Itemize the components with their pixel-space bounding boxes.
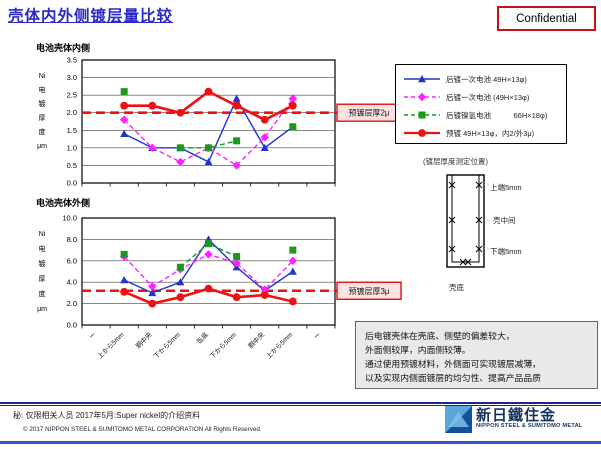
svg-text:下から5mm: 下から5mm: [152, 331, 182, 361]
conclusion-note: 后电镀壳体在壳底、侧壁的偏差较大， 外面侧较厚，内面侧较薄。通过使用预镀材料，外侧…: [355, 321, 598, 389]
measurement-x-markers: [448, 181, 483, 266]
svg-text:6.0: 6.0: [67, 256, 77, 265]
classification-text: 秘: 仅限相关人员 2017年5月:Super nickel的介绍资料: [13, 411, 201, 420]
footer-rule-top: [0, 402, 601, 404]
measurement-label-middle: 壳中间: [493, 216, 516, 225]
can-inner-wall: [451, 175, 480, 263]
svg-text:10.0: 10.0: [62, 214, 77, 223]
svg-text:3.0: 3.0: [67, 73, 77, 82]
svg-text:镀: 镀: [39, 99, 46, 108]
svg-text:2.0: 2.0: [67, 299, 77, 308]
legend-item: 预镀 49H×13φ，内2/外3μ): [403, 124, 566, 142]
inner-chart-title: 电池壳体内侧: [36, 43, 91, 53]
svg-text:μm: μm: [37, 306, 47, 313]
svg-text:缶底: 缶底: [194, 330, 210, 346]
svg-text:预镀层厚3μ: 预镀层厚3μ: [348, 286, 389, 296]
note-line: 外面侧较厚，内面侧较薄。: [365, 345, 471, 356]
svg-text:电: 电: [39, 85, 46, 94]
svg-text:1.5: 1.5: [67, 126, 77, 135]
svg-text:电: 电: [39, 244, 46, 253]
company-logo-subtitle: NIPPON STEEL & SUMITOMO METAL: [476, 423, 583, 429]
confidential-badge: Confidential: [497, 6, 596, 31]
label-leader-lines: [483, 184, 491, 250]
measurement-caption: (镀层厚度测定位置): [423, 157, 488, 166]
diamond-series-marker-icon: [404, 92, 440, 102]
company-logo-icon: [445, 406, 472, 433]
legend-item: 后镀镍氢电池 66H×18φ): [403, 106, 566, 124]
svg-text:上から5mm: 上から5mm: [264, 330, 294, 360]
triangle-series-marker-icon: [404, 75, 440, 83]
confidential-label: Confidential: [516, 12, 577, 25]
legend-item-label: 后镀镍氢电池 66H×18φ): [446, 110, 548, 120]
svg-text:厚: 厚: [39, 114, 46, 122]
note-line: 后电镀壳体在壳底、侧壁的偏差较大，: [365, 331, 515, 341]
outer-side-line-chart: 0.02.04.06.08.010.0ー 上から5mm 胴中央 下から5mm 缶底 下から…: [37, 214, 402, 361]
measurement-label-bottom: 下端5mm: [490, 247, 522, 256]
legend-item: 后镀一次电池 (49H×13φ): [403, 88, 566, 106]
svg-text:镀: 镀: [39, 259, 46, 268]
svg-text:上から5mm: 上から5mm: [95, 330, 125, 360]
can-cross-section-diagram: [446, 174, 491, 268]
copyright-text: © 2017 NIPPON STEEL & SUMITOMO METAL COR…: [23, 426, 262, 433]
svg-text:0.0: 0.0: [67, 179, 77, 188]
svg-text:8.0: 8.0: [67, 235, 77, 244]
svg-text:预镀层厚2μ: 预镀层厚2μ: [348, 108, 389, 118]
svg-text:4.0: 4.0: [67, 278, 77, 287]
measurement-label-top: 上端5mm: [490, 183, 522, 192]
svg-text:胴中央: 胴中央: [134, 330, 155, 351]
svg-text:ー: ー: [88, 331, 98, 341]
legend-item-label: 后镀一次电池 (49H×13φ): [446, 92, 530, 102]
svg-text:1.0: 1.0: [67, 143, 77, 152]
svg-text:0.5: 0.5: [67, 161, 77, 170]
note-line: 通过使用预镀材料，外侧面可实现镀层减薄，: [365, 359, 541, 370]
svg-text:胴中央: 胴中央: [246, 330, 267, 351]
svg-text:ー: ー: [313, 331, 323, 341]
svg-text:度: 度: [39, 289, 46, 298]
svg-text:0.0: 0.0: [67, 321, 77, 330]
can-outer-wall: [446, 174, 485, 268]
footer-rule-top-thin: [0, 405, 601, 406]
svg-text:2.0: 2.0: [67, 108, 77, 117]
legend-item-label: 后镀一次电池 49H×13φ): [446, 74, 527, 84]
svg-text:厚: 厚: [39, 275, 46, 283]
measurement-label-base: 壳底: [449, 283, 464, 292]
legend-item: 后镀一次电池 49H×13φ): [403, 70, 566, 88]
svg-text:下から5mm: 下から5mm: [208, 331, 238, 361]
footer-rule-bottom: [0, 441, 601, 444]
svg-text:度: 度: [39, 127, 46, 136]
outer-chart-title: 电池壳体外侧: [36, 198, 91, 208]
page-title: 壳体内外侧镀层量比较: [8, 8, 174, 25]
chart-legend: 后镀一次电池 49H×13φ) 后镀一次电池 (49H×13φ) 后镀镍氢电池 66…: [395, 64, 567, 144]
svg-text:Ni: Ni: [39, 231, 46, 238]
svg-text:2.5: 2.5: [67, 91, 77, 100]
svg-text:Ni: Ni: [39, 73, 46, 80]
company-logo-name: 新日鐵住金: [476, 407, 557, 424]
svg-text:3.5: 3.5: [67, 56, 77, 65]
square-series-marker-icon: [404, 111, 440, 119]
legend-item-label: 预镀 49H×13φ，内2/外3μ): [446, 128, 535, 138]
circle-series-marker-icon: [404, 129, 440, 137]
note-line: 以及实现内侧面镀层的均匀性、提高产品品质: [365, 373, 541, 384]
svg-text:μm: μm: [37, 143, 47, 150]
